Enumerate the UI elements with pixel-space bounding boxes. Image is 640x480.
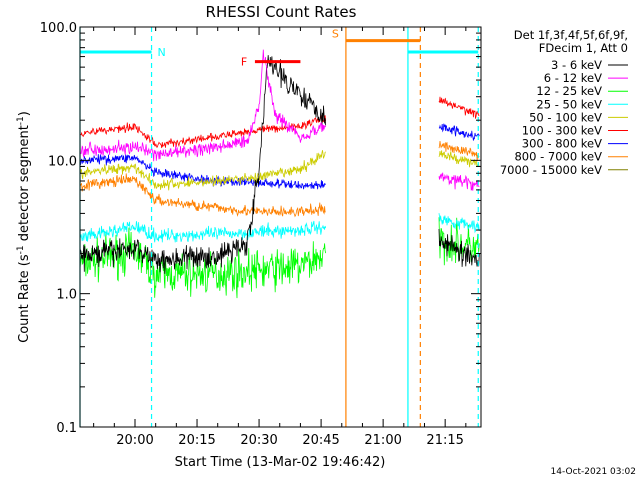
y-tick-label-3: 100.0	[40, 21, 77, 36]
chart-title: RHESSI Count Rates	[206, 3, 357, 21]
y-tick-label-2: 10.0	[48, 154, 77, 169]
series-line-1	[79, 49, 480, 191]
plot-timestamp: 14-Oct-2021 03:02	[551, 467, 636, 477]
legend-label-3: 25 - 50 keV	[536, 97, 602, 111]
x-tick-label-5: 21:15	[426, 433, 463, 448]
series-line-6	[79, 123, 480, 190]
legend-header-line2: FDecim 1, Att 0	[539, 41, 628, 55]
legend-label-5: 100 - 300 keV	[522, 124, 602, 138]
flare-flag-label: F	[241, 56, 247, 69]
x-tick-label-0: 20:00	[116, 433, 153, 448]
saa-flag-label: S	[332, 28, 339, 41]
x-axis-label: Start Time (13-Mar-02 19:46:42)	[175, 455, 386, 470]
series-line-2	[79, 217, 480, 299]
series-line-5	[79, 96, 480, 149]
legend-label-4: 50 - 100 keV	[529, 110, 602, 124]
night-flag-label: N	[158, 46, 166, 59]
y-tick-label-0: 0.1	[56, 421, 77, 436]
plot-area: N F S 0.1 1.0 10.0 100.0 20:00 20:15 20:30 20:45 2…	[40, 21, 482, 448]
x-tick-label-3: 20:45	[302, 433, 339, 448]
annotation-layer: N F S	[79, 27, 479, 427]
legend-label-0: 3 - 6 keV	[551, 58, 602, 72]
tick-layer: 0.1 1.0 10.0 100.0 20:00 20:15 20:30 20:45 21:00…	[40, 21, 481, 448]
series-line-3	[79, 213, 480, 243]
series-line-0	[79, 55, 480, 274]
y-axis-label: Count Rate (s-1 detector segment-1)	[16, 111, 32, 343]
series-line-7	[79, 140, 480, 218]
legend-label-8: 7000 - 15000 keV	[500, 163, 602, 177]
x-tick-label-2: 20:30	[240, 433, 277, 448]
series-layer	[79, 49, 480, 299]
y-tick-label-1: 1.0	[56, 288, 77, 303]
plot-frame	[79, 26, 482, 428]
legend-label-2: 12 - 25 keV	[536, 84, 602, 98]
series-line-4	[79, 150, 480, 191]
legend-label-7: 800 - 7000 keV	[514, 150, 602, 164]
legend: Det 1f,3f,4f,5f,6f,9f, FDecim 1, Att 0 3…	[500, 28, 628, 177]
legend-label-1: 6 - 12 keV	[544, 71, 602, 85]
legend-label-6: 300 - 800 keV	[522, 137, 602, 151]
legend-header-line1: Det 1f,3f,4f,5f,6f,9f,	[514, 28, 628, 42]
x-tick-label-1: 20:15	[178, 433, 215, 448]
x-tick-label-4: 21:00	[364, 433, 401, 448]
